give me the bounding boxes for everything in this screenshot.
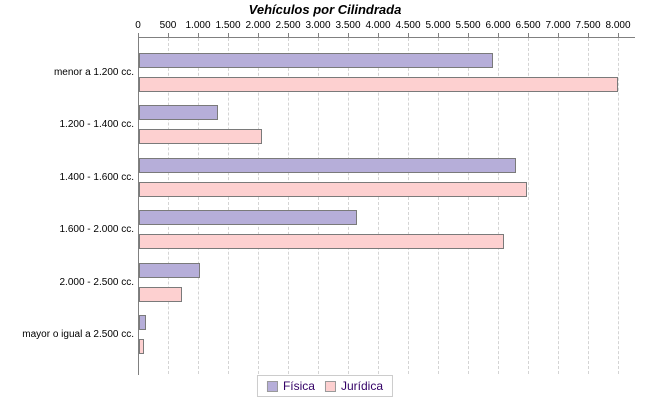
category-label: 1.600 - 2.000 cc. <box>59 224 135 236</box>
x-axis-tick-label: 7.500 <box>575 20 601 31</box>
x-axis-line <box>138 37 635 38</box>
x-axis-tick-label: 2.000 <box>245 20 271 31</box>
gridline <box>438 38 439 374</box>
x-axis-tick-label: 3.000 <box>305 20 331 31</box>
x-axis-tick <box>558 33 559 37</box>
x-axis-tick <box>198 33 199 37</box>
legend-swatch-icon <box>324 380 336 392</box>
x-axis-tick <box>528 33 529 37</box>
x-axis-tick <box>378 33 379 37</box>
gridline <box>228 38 229 374</box>
x-axis-tick <box>318 33 319 37</box>
legend-item: Física <box>266 379 315 393</box>
legend-label: Jurídica <box>340 379 384 393</box>
gridline <box>318 38 319 374</box>
gridline <box>588 38 589 374</box>
legend-label: Física <box>282 379 315 393</box>
bar-juridica <box>139 77 619 92</box>
chart-title: Vehículos por Cilindrada <box>248 2 402 17</box>
x-axis-tick <box>258 33 259 37</box>
category-label: mayor o igual a 2.500 cc. <box>22 329 134 340</box>
bar-juridica <box>139 286 182 302</box>
legend-swatch-icon <box>266 380 278 392</box>
x-axis-tick-label: 0 <box>135 20 141 31</box>
x-axis-tick <box>408 33 409 37</box>
gridline <box>288 38 289 374</box>
gridline <box>558 38 559 374</box>
bar-juridica <box>139 181 528 197</box>
category-label: 1.200 - 1.400 cc. <box>59 119 135 131</box>
legend-item: Jurídica <box>324 379 384 393</box>
x-axis-tick-label: 3.500 <box>335 20 361 31</box>
bar-fisica <box>139 315 147 330</box>
x-axis-tick-label: 5.000 <box>425 20 451 31</box>
x-axis-tick-label: 7.000 <box>545 20 571 31</box>
bar-fisica <box>139 262 201 278</box>
x-axis-tick-label: 8.000 <box>605 20 631 31</box>
gridline <box>528 38 529 374</box>
gridline <box>348 38 349 374</box>
y-axis-line <box>138 37 139 375</box>
bar-juridica <box>139 234 504 250</box>
x-axis-tick-label: 6.500 <box>515 20 541 31</box>
x-axis-tick <box>498 33 499 37</box>
gridline <box>498 38 499 374</box>
bar-fisica <box>139 105 219 121</box>
category-label: 2.000 - 2.500 cc. <box>59 276 135 288</box>
legend: Física Jurídica <box>256 375 394 397</box>
gridline <box>258 38 259 374</box>
gridline <box>468 38 469 374</box>
x-axis-tick-label: 6.000 <box>485 20 511 31</box>
x-axis-tick-label: 1.500 <box>215 20 241 31</box>
gridline <box>408 38 409 374</box>
x-axis-tick <box>588 33 589 37</box>
bar-juridica <box>139 129 262 145</box>
x-axis-tick <box>468 33 469 37</box>
gridline <box>618 38 619 374</box>
x-axis-tick <box>438 33 439 37</box>
x-axis-tick-label: 500 <box>159 20 177 31</box>
x-axis-tick <box>618 33 619 37</box>
bar-juridica <box>139 339 144 354</box>
category-label: 1.400 - 1.600 cc. <box>59 171 135 183</box>
x-axis-tick-label: 5.500 <box>455 20 481 31</box>
bar-fisica <box>139 157 517 173</box>
x-axis-tick-label: 2.500 <box>275 20 301 31</box>
x-axis-tick <box>168 33 169 37</box>
x-axis-tick <box>348 33 349 37</box>
gridline <box>168 38 169 374</box>
gridline <box>378 38 379 374</box>
bar-fisica <box>139 210 357 226</box>
x-axis-tick <box>228 33 229 37</box>
gridline <box>198 38 199 374</box>
bar-fisica <box>139 53 493 68</box>
x-axis-tick-label: 1.000 <box>185 20 211 31</box>
plot-area: 0 500 1.000 1.500 2.000 2.500 3.000 3.500 4.000 4… <box>135 20 635 375</box>
x-axis-tick <box>138 33 139 37</box>
x-axis-tick <box>288 33 289 37</box>
category-label: menor a 1.200 cc. <box>53 67 134 78</box>
x-axis-tick-label: 4.500 <box>395 20 421 31</box>
x-axis-tick-label: 4.000 <box>365 20 391 31</box>
